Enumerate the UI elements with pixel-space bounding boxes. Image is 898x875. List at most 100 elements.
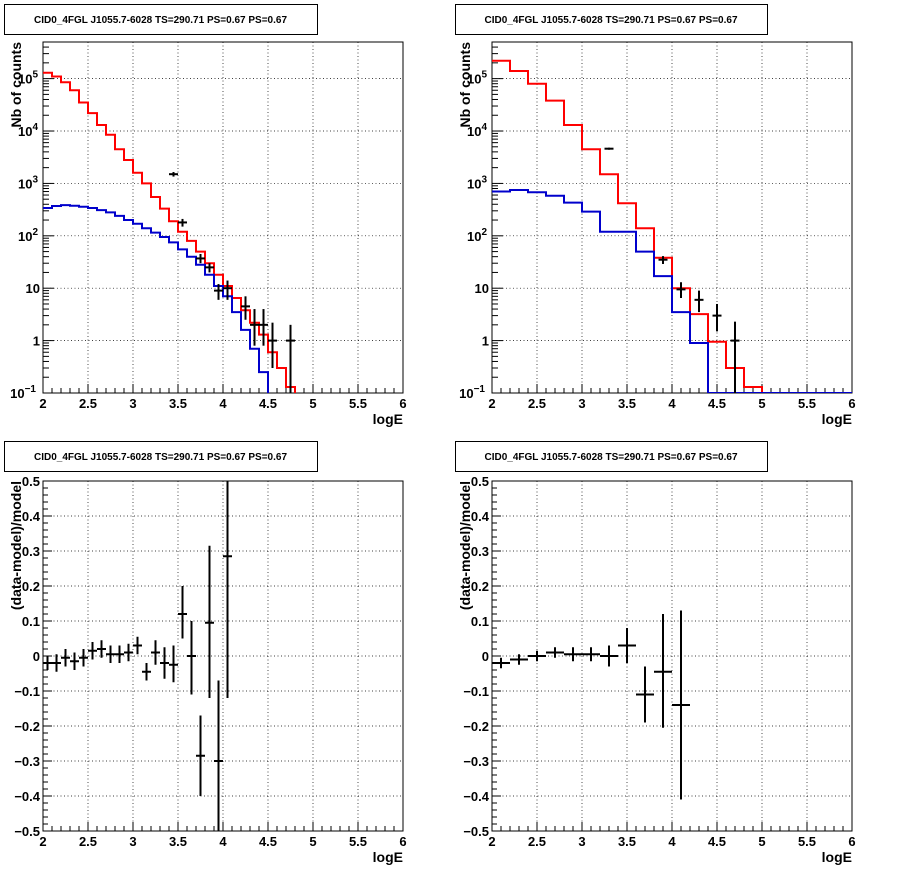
y-tick-label: 0.5 <box>22 474 40 489</box>
x-tick-label: 5.5 <box>798 396 816 411</box>
data-point <box>178 586 187 639</box>
chart-title: CID0_4FGL J1055.7-6028 TS=290.71 PS=0.67… <box>484 452 737 463</box>
data-point <box>241 296 250 320</box>
x-tick-label: 3.5 <box>169 396 187 411</box>
y-tick-label: 10−1 <box>459 384 485 401</box>
data-point <box>61 649 70 667</box>
data-point <box>169 645 178 683</box>
y-tick-label: −0.3 <box>463 754 489 769</box>
data-point <box>160 647 169 679</box>
x-tick-label: 2 <box>39 834 46 849</box>
chart-title-box <box>455 4 768 35</box>
data-point <box>654 614 672 728</box>
x-tick-label: 5 <box>758 396 765 411</box>
y-tick-label: −0.4 <box>463 789 489 804</box>
x-tick-label: 4.5 <box>259 834 277 849</box>
data-point <box>178 218 187 227</box>
data-point <box>214 680 223 831</box>
x-tick-label: 5.5 <box>798 834 816 849</box>
data-point <box>492 657 510 669</box>
y-tick-label: 104 <box>467 122 487 139</box>
data-layer <box>43 71 296 393</box>
grid-lines <box>43 42 403 393</box>
data-point <box>730 321 740 393</box>
x-tick-label: 6 <box>399 834 406 849</box>
y-tick-label: 0.4 <box>471 509 490 524</box>
y-tick-label: 0 <box>33 649 40 664</box>
data-point <box>205 545 214 698</box>
y-tick-label: 10 <box>26 281 40 296</box>
y-axis-label: (data-model)/model <box>8 481 24 610</box>
y-tick-label: 0.4 <box>22 509 41 524</box>
data-point <box>618 628 636 663</box>
x-tick-label: 4 <box>219 396 227 411</box>
data-point <box>268 322 277 369</box>
y-tick-label: 0.1 <box>471 614 489 629</box>
y-axis-label: Nb of counts <box>457 42 473 128</box>
data-point <box>259 309 268 346</box>
chart-title: CID0_4FGL J1055.7-6028 TS=290.71 PS=0.67… <box>34 452 287 463</box>
data-point <box>97 640 106 658</box>
data-point <box>223 280 232 300</box>
data-point <box>205 263 214 273</box>
y-tick-label: −0.1 <box>463 684 489 699</box>
x-tick-label: 2.5 <box>528 396 546 411</box>
y-ticks <box>492 480 501 832</box>
data-point <box>528 650 546 662</box>
data-point <box>672 610 690 800</box>
x-tick-label: 3.5 <box>618 834 636 849</box>
x-tick-label: 4.5 <box>708 396 726 411</box>
chart-panel-4: CID0_4FGL J1055.7-6028 TS=290.71 PS=0.67… <box>455 441 856 865</box>
x-tick-label: 6 <box>848 396 855 411</box>
data-point <box>115 645 124 663</box>
data-point <box>712 303 722 332</box>
y-tick-label: 102 <box>18 227 38 244</box>
chart-title-box <box>455 441 768 472</box>
y-tick-label: −0.5 <box>463 824 489 839</box>
y-tick-label: 0.5 <box>471 474 489 489</box>
grid-lines <box>43 481 403 831</box>
x-tick-label: 5.5 <box>349 396 367 411</box>
y-tick-label: 0.2 <box>22 579 40 594</box>
y-tick-label: 10 <box>475 281 489 296</box>
x-tick-label: 2 <box>39 396 46 411</box>
chart-title-box <box>4 4 318 35</box>
data-layer <box>43 481 232 831</box>
x-axis-label: logE <box>373 411 403 427</box>
y-tick-label: 103 <box>467 174 487 191</box>
chart-title-box <box>4 441 318 472</box>
data-point <box>604 147 614 150</box>
x-ticks <box>42 822 404 831</box>
x-tick-label: 6 <box>848 834 855 849</box>
y-tick-label: −0.4 <box>14 789 40 804</box>
x-tick-label: 2.5 <box>528 834 546 849</box>
y-tick-label: 104 <box>18 122 38 139</box>
y-tick-label: 0.3 <box>22 544 40 559</box>
x-tick-label: 4 <box>668 834 676 849</box>
data-point <box>286 324 295 393</box>
x-axis-label: logE <box>373 849 403 865</box>
data-point <box>658 256 668 264</box>
data-point <box>250 309 259 346</box>
x-tick-label: 5.5 <box>349 834 367 849</box>
y-axis-label: Nb of counts <box>8 42 24 128</box>
y-tick-label: 103 <box>18 174 38 191</box>
data-point <box>223 481 232 698</box>
chart-panel-2: CID0_4FGL J1055.7-6028 TS=290.71 PS=0.67… <box>455 4 856 427</box>
data-point <box>88 642 97 660</box>
x-tick-label: 3 <box>578 396 585 411</box>
y-tick-label: 0.2 <box>471 579 489 594</box>
x-tick-label: 2.5 <box>79 834 97 849</box>
y-ticks <box>43 41 54 394</box>
y-tick-label: 1 <box>482 334 489 349</box>
data-point <box>142 663 151 681</box>
grid-lines <box>492 42 852 393</box>
x-tick-label: 6 <box>399 396 406 411</box>
data-point <box>600 645 618 667</box>
y-ticks <box>492 41 503 394</box>
x-tick-label: 4.5 <box>708 834 726 849</box>
data-point <box>510 654 528 665</box>
y-tick-label: 0.3 <box>471 544 489 559</box>
data-layer <box>492 59 852 393</box>
